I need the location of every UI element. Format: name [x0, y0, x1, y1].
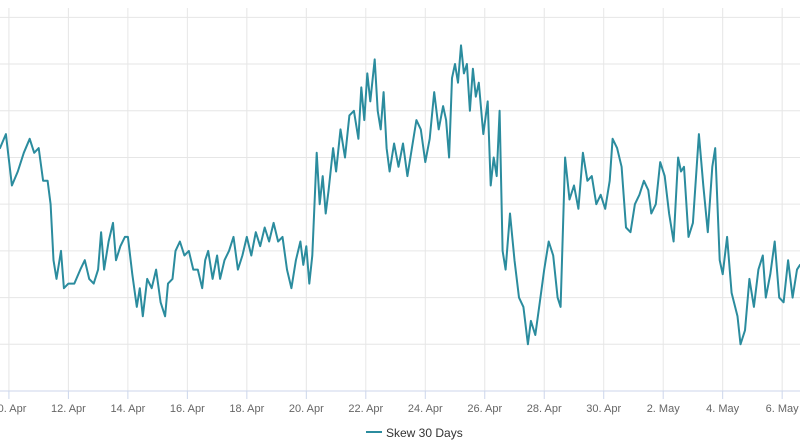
x-tick-label: 30. Apr: [586, 403, 621, 415]
x-tick-label: 18. Apr: [229, 403, 264, 415]
x-tick-label: 12. Apr: [51, 403, 86, 415]
x-axis-ticks: [8, 391, 783, 399]
legend[interactable]: Skew 30 Days: [366, 426, 463, 440]
legend-label[interactable]: Skew 30 Days: [386, 426, 463, 440]
series-group: [0, 44, 800, 346]
x-tick-label: 2. May: [647, 403, 681, 415]
x-tick-label: 22. Apr: [348, 403, 383, 415]
x-tick-label: 28. Apr: [527, 403, 562, 415]
x-tick-label: 24. Apr: [408, 403, 443, 415]
x-tick-label: 26. Apr: [467, 403, 502, 415]
x-tick-label: 6. May: [766, 403, 800, 415]
x-tick-label: 4. May: [706, 403, 740, 415]
x-grid-lines: [8, 8, 783, 391]
x-tick-label: 14. Apr: [110, 403, 145, 415]
grid-lines: [0, 16, 800, 345]
x-tick-label: 16. Apr: [170, 403, 205, 415]
x-tick-label: 20. Apr: [289, 403, 324, 415]
x-axis-labels: 10. Apr 12. Apr 14. Apr 16. Apr 18. Apr 20. A…: [0, 403, 799, 415]
series-line: [0, 44, 800, 346]
x-tick-label: 10. Apr: [0, 403, 27, 415]
